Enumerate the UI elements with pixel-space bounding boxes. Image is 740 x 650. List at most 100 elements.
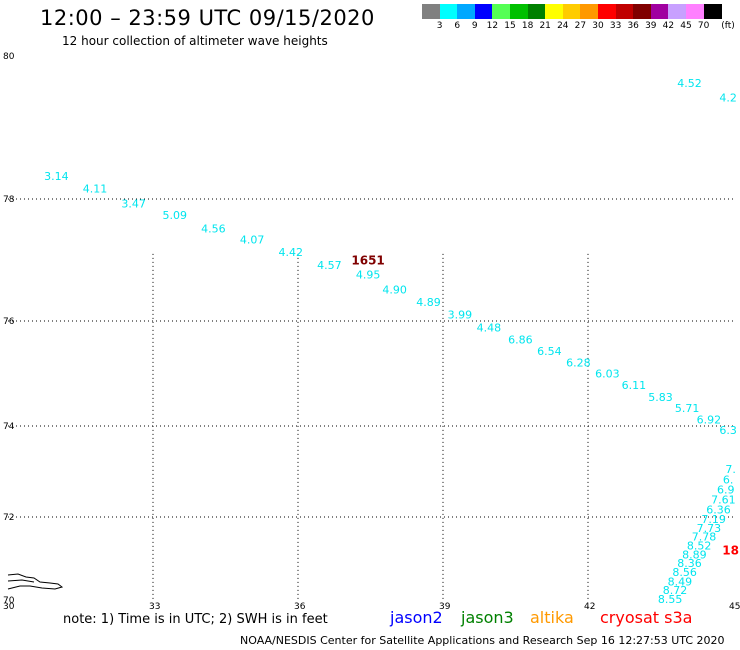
- legend-bin-label: 42: [662, 21, 675, 31]
- legend-swatch: [668, 4, 687, 19]
- wave-height-point: 8.89: [682, 548, 707, 561]
- wave-height-point: 4.95: [356, 269, 381, 282]
- wave-height-point: 6.9: [717, 484, 735, 497]
- legend-bin-label: 24: [557, 21, 569, 31]
- wave-height-point: 4.56: [201, 222, 226, 235]
- time-annotation: 18: [722, 544, 739, 558]
- legend-bin-label: 3: [436, 21, 443, 31]
- y-tick-label: 74: [3, 422, 15, 432]
- legend-swatch: [527, 4, 546, 19]
- wave-height-point: 7.61: [711, 494, 736, 507]
- satellite-legend-item: altika: [530, 608, 574, 627]
- wave-height-point: 7.73: [697, 522, 722, 535]
- wave-height-point: 8.52: [687, 540, 712, 553]
- y-tick-label: 76: [3, 317, 15, 327]
- x-tick-label: 36: [294, 602, 306, 612]
- x-tick-label: 39: [439, 602, 451, 612]
- wave-height-point: 4.90: [382, 283, 407, 296]
- legend-swatch: [562, 4, 581, 19]
- wave-height-point: 7.78: [692, 531, 717, 544]
- wave-height-point: 6.86: [508, 333, 533, 346]
- x-tick-label: 33: [149, 602, 160, 612]
- y-tick-label: 80: [3, 52, 15, 62]
- wave-height-point: 6.: [723, 474, 734, 487]
- legend-bin-label: 6: [454, 21, 461, 31]
- legend-bin-label: 9: [471, 21, 478, 31]
- coastline-shape: [7, 573, 64, 590]
- wave-height-point: 4.52: [677, 77, 702, 90]
- grid-lines: [8, 198, 733, 600]
- legend-swatch: [422, 4, 441, 19]
- credit-line: NOAA/NESDIS Center for Satellite Applica…: [240, 634, 725, 647]
- legend-swatch: [633, 4, 652, 19]
- legend-unit-label: (ft): [721, 21, 735, 31]
- wave-height-point: 5.83: [648, 391, 673, 404]
- legend-swatch: [615, 4, 634, 19]
- legend-swatch: [545, 4, 564, 19]
- wave-height-point: 4.57: [317, 259, 342, 272]
- satellite-legend-item: cryosat s3a: [600, 608, 693, 627]
- wave-height-point: 6.92: [697, 414, 722, 427]
- wave-height-point: 4.42: [279, 246, 304, 259]
- legend-swatch: [598, 4, 617, 19]
- wave-height-point: 3.14: [44, 170, 69, 183]
- legend-swatch: [474, 4, 493, 19]
- legend-swatch: [703, 4, 722, 19]
- wave-height-point: 7.: [725, 463, 736, 476]
- legend-bin-label: 15: [504, 21, 516, 31]
- wave-height-point: 4.11: [83, 182, 108, 195]
- wave-height-point: 6.36: [706, 503, 731, 516]
- y-tick-label: 78: [3, 195, 15, 205]
- x-tick-label: 45: [729, 602, 740, 612]
- wave-height-point: 4.89: [416, 296, 441, 309]
- wave-height-point: 6.3: [719, 424, 737, 437]
- legend-bin-label: 45: [680, 21, 692, 31]
- legend-swatch: [492, 4, 511, 19]
- legend-bin-label: 27: [574, 21, 587, 31]
- wave-height-point: 5.09: [163, 209, 188, 222]
- legend-bin-label: 12: [486, 21, 499, 31]
- wave-height-point: 6.11: [622, 379, 647, 392]
- legend-swatch: [510, 4, 529, 19]
- legend-swatch: [686, 4, 705, 19]
- time-annotation: 1651: [351, 254, 384, 268]
- wave-height-point: 3.47: [121, 197, 146, 210]
- y-tick-label: 70: [3, 596, 15, 606]
- wave-height-point: 8.55: [658, 593, 683, 606]
- legend-bin-label: 18: [521, 21, 534, 31]
- legend-bin-label: 39: [645, 21, 657, 31]
- wave-height-point: 7.19: [701, 513, 726, 526]
- axis-tick-labels: 30 33 36 39 42 45 70 72 74 76 78 80: [3, 52, 740, 612]
- wave-height-point: 6.03: [595, 368, 620, 381]
- wave-height-point: 4.48: [477, 321, 502, 334]
- legend-bin-label: 30: [592, 21, 604, 31]
- wave-height-point: 5.71: [675, 402, 700, 415]
- legend-bin-label: 36: [627, 21, 639, 31]
- page-subtitle: 12 hour collection of altimeter wave hei…: [62, 34, 328, 48]
- footer-note: note: 1) Time is in UTC; 2) SWH is in fe…: [63, 612, 328, 627]
- legend-swatch: [580, 4, 599, 19]
- wave-height-point: 4.2: [719, 91, 737, 104]
- legend-bin-label: 33: [609, 21, 622, 31]
- wave-height-point: 8.72: [663, 584, 688, 597]
- legend-swatch: [439, 4, 458, 19]
- wave-height-point: 8.36: [677, 557, 702, 570]
- x-tick-label: 30: [3, 602, 15, 612]
- satellite-legend-item: jason2: [390, 608, 443, 627]
- satellite-legend-item: jason3: [461, 608, 514, 627]
- wave-height-point: 4.07: [240, 233, 265, 246]
- x-tick-label: 42: [584, 602, 595, 612]
- legend-bin-label: 70: [697, 21, 710, 31]
- legend-bin-label: 21: [539, 21, 551, 31]
- wave-height-point: 8.49: [668, 575, 693, 588]
- page-title: 12:00 – 23:59 UTC 09/15/2020: [40, 6, 375, 30]
- wave-height-point: 8.56: [672, 566, 697, 579]
- wave-height-point: 6.28: [566, 356, 591, 369]
- wave-height-point: 3.99: [448, 308, 473, 321]
- time-annotations: 1651 18: [351, 254, 739, 558]
- y-tick-label: 72: [3, 513, 14, 523]
- wave-height-point: 6.54: [537, 345, 562, 358]
- legend-swatch: [650, 4, 669, 19]
- legend-swatch: [457, 4, 476, 19]
